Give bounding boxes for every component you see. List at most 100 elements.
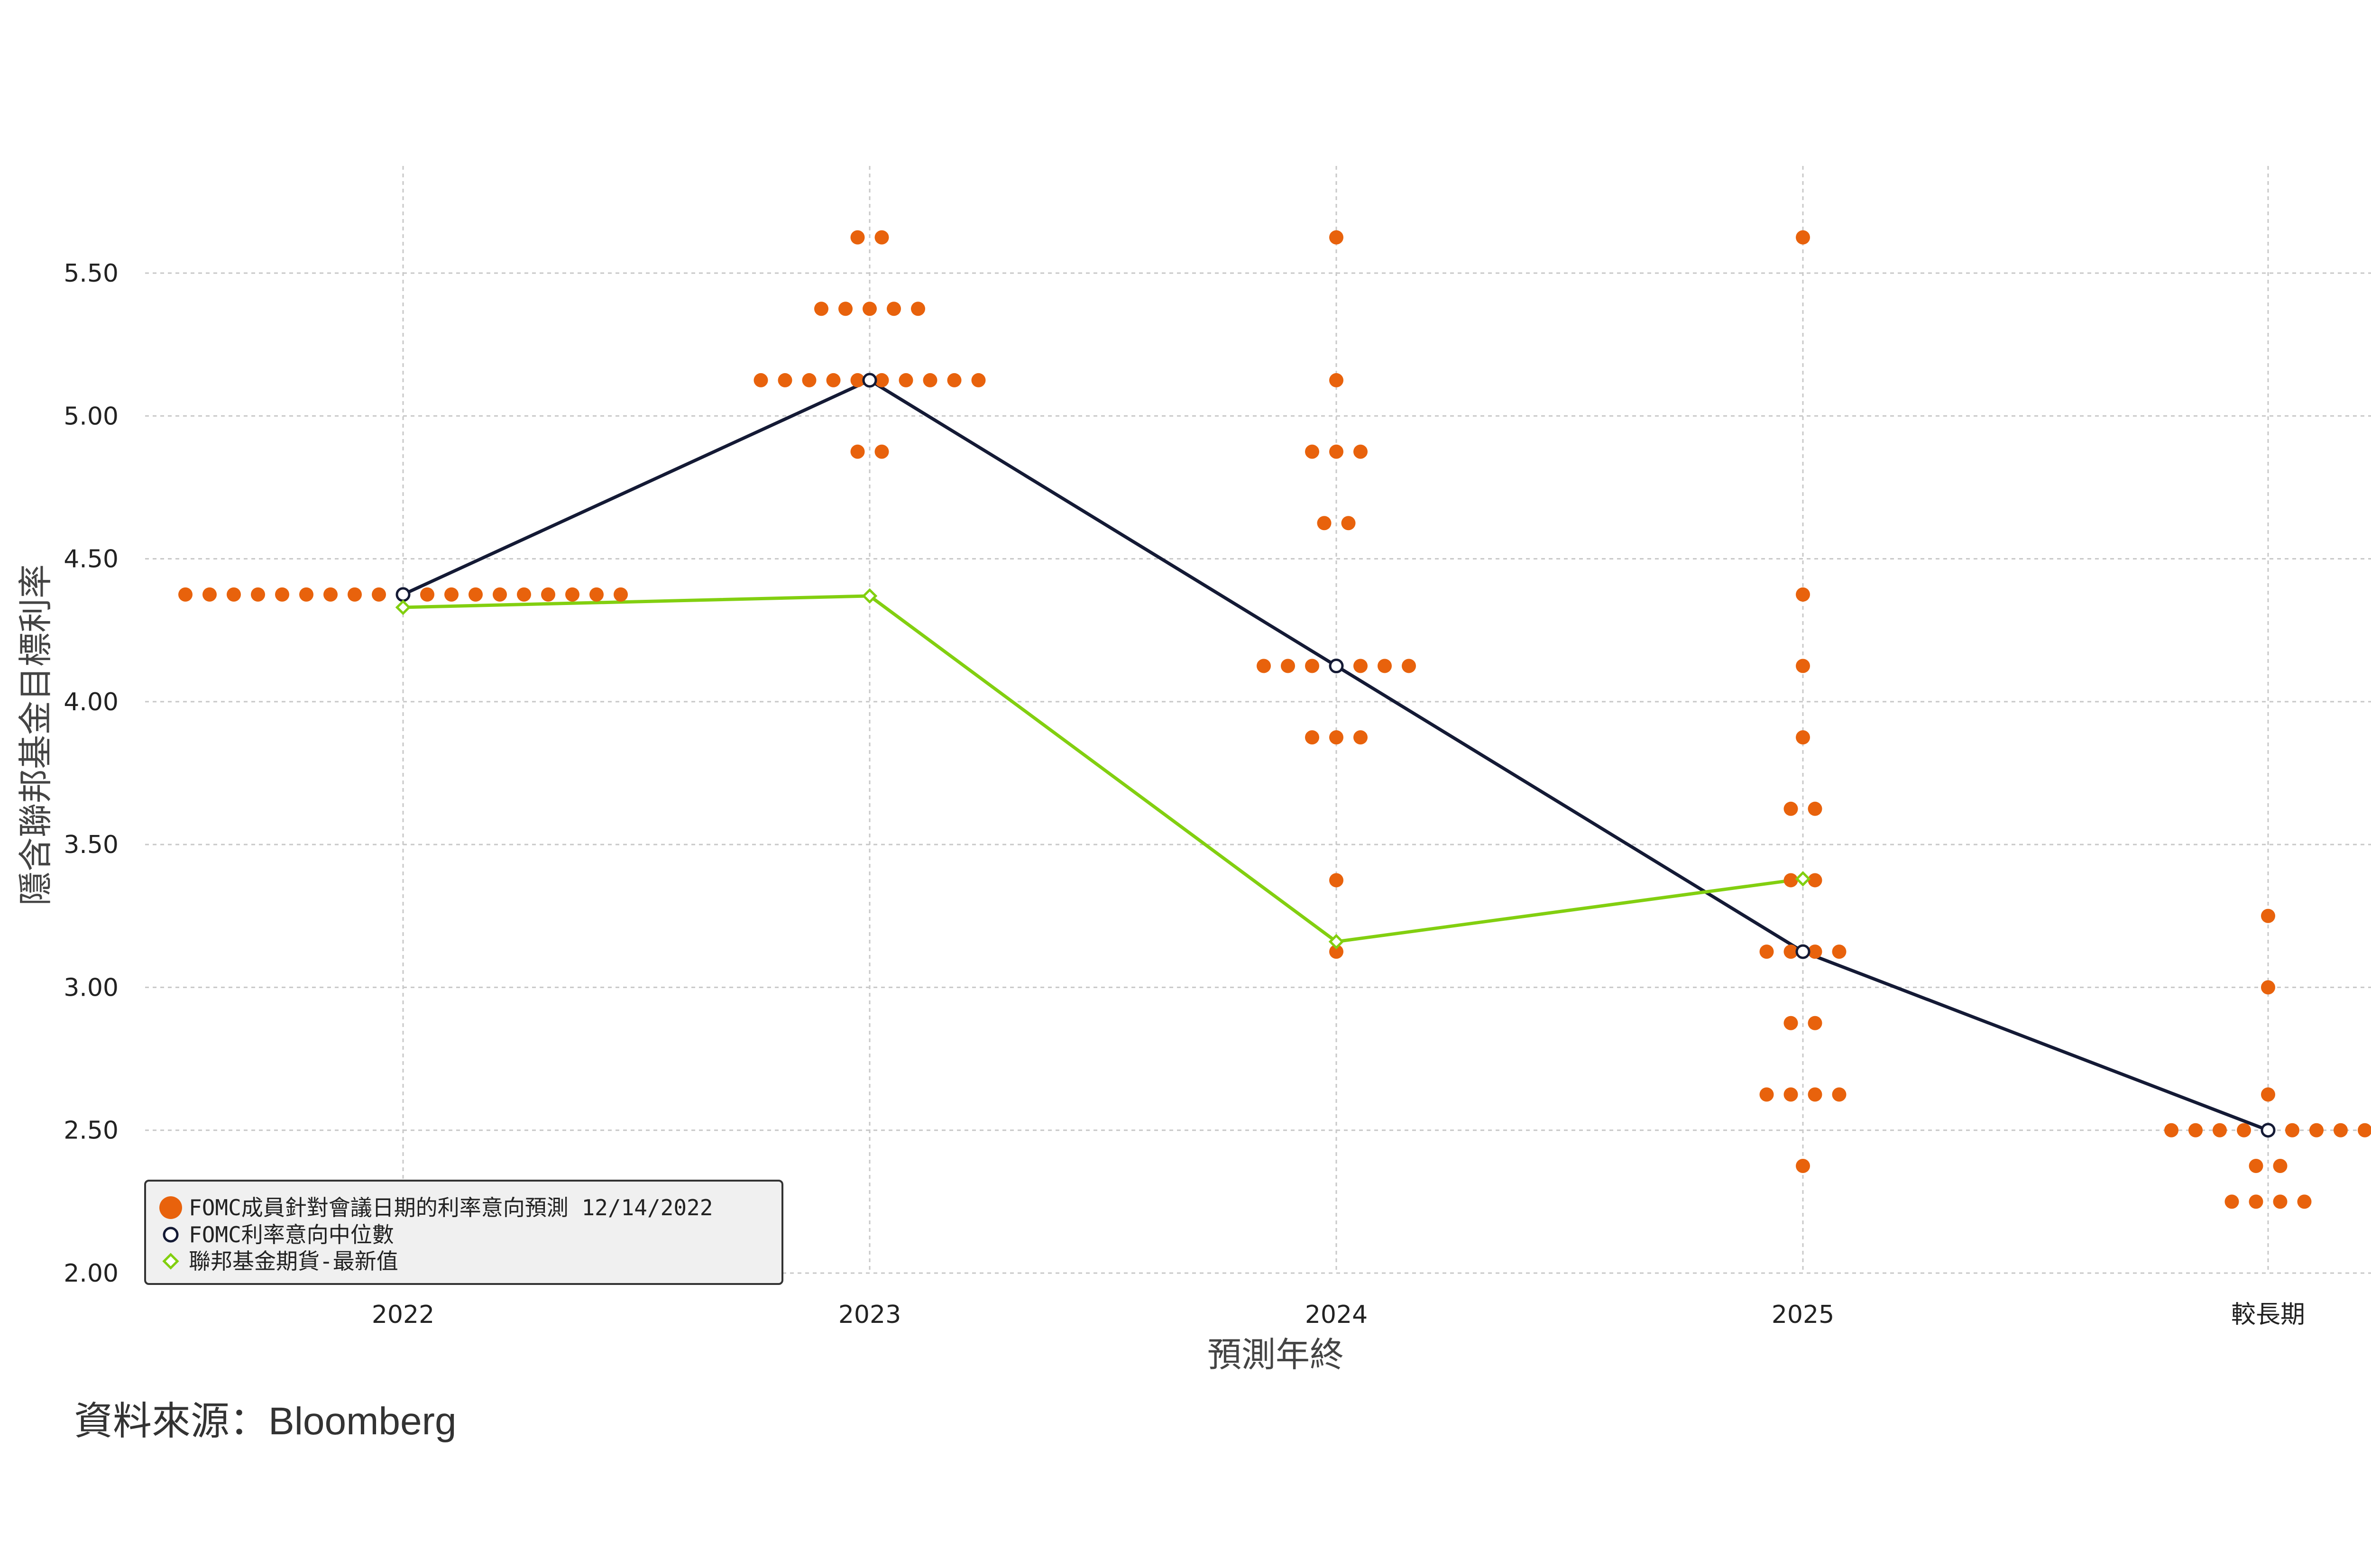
x-tick-label: 2023 (838, 1301, 901, 1329)
y-tick-label: 3.50 (64, 831, 119, 859)
fomc-dot (1832, 1087, 1847, 1102)
fomc-dot (874, 373, 889, 387)
fomc-dot (2261, 908, 2275, 923)
fomc-dot (1796, 587, 1810, 602)
x-tick-label: 2025 (1772, 1301, 1834, 1329)
fomc-dot (1808, 1016, 1822, 1030)
fomc-dot (517, 587, 531, 602)
fomc-dot (2334, 1123, 2348, 1137)
futures-marker (1328, 934, 1344, 950)
fomc-dot (469, 587, 483, 602)
fomc-dot (1783, 1016, 1798, 1030)
fomc-dot (971, 373, 986, 387)
futures-marker (862, 588, 878, 604)
fomc-dot (1341, 516, 1356, 531)
fomc-dot (2249, 1159, 2263, 1174)
fomc-dot (802, 373, 817, 387)
fomc-dot (1832, 944, 1847, 959)
fomc-dot (275, 587, 289, 602)
fomc-dot (1378, 659, 1392, 673)
fomc-dot (323, 587, 338, 602)
fomc-dot (1796, 1159, 1810, 1174)
fomc-dot (874, 230, 889, 245)
fomc-dot (1796, 659, 1810, 673)
fomc-dot (2297, 1194, 2312, 1209)
fomc-dot (1783, 873, 1798, 888)
fomc-dot (202, 587, 217, 602)
y-tick-label: 5.00 (64, 402, 119, 431)
fomc-dot (1305, 444, 1319, 459)
fomc-dot (2164, 1123, 2178, 1137)
fomc-dot (2358, 1123, 2371, 1137)
y-tick-label: 5.50 (64, 259, 119, 288)
fomc-dot (947, 373, 962, 387)
y-tick-label: 4.50 (64, 545, 119, 574)
fomc-dot (2237, 1123, 2251, 1137)
fomc-dot (899, 373, 913, 387)
fomc-dot (850, 444, 865, 459)
grid (145, 166, 2371, 1274)
fomc-dot (1329, 230, 1343, 245)
series-markers (395, 373, 2276, 1138)
y-axis-title: 隱含聯邦基金目標利率 (16, 564, 55, 906)
fomc-dot (1353, 659, 1368, 673)
fomc-dot (299, 587, 313, 602)
fomc-dot (614, 587, 628, 602)
fomc-dot (2249, 1194, 2263, 1209)
fomc-dot (1796, 230, 1810, 245)
futures-line (403, 594, 1803, 944)
fomc-dot (850, 230, 865, 245)
y-tick-label: 3.00 (64, 973, 119, 1002)
source-note: 資料來源：Bloomberg (74, 1400, 457, 1443)
fomc-dot (1759, 1087, 1774, 1102)
fomc-dot (2213, 1123, 2227, 1137)
dots-layer (178, 230, 2371, 1209)
fomc-dot (1281, 659, 1295, 673)
median-marker (862, 373, 877, 388)
legend-marker-median (163, 1227, 179, 1243)
legend-marker-futures (162, 1253, 179, 1270)
fomc-dot (923, 373, 937, 387)
fomc-dot (2309, 1123, 2324, 1137)
fomc-dot (1808, 944, 1822, 959)
legend-box (144, 1180, 783, 1285)
fomc-dot (1329, 730, 1343, 745)
legend: FOMC成員針對會議日期的利率意向預測 12/14/2022 FOMC利率意向中… (144, 1180, 783, 1285)
x-axis-ticks: 2022 2023 2024 2025 較長期 (372, 1301, 2305, 1329)
fomc-dot (1329, 444, 1343, 459)
median-marker (1795, 944, 1810, 959)
fomc-dot (1305, 730, 1319, 745)
fomc-dot (1808, 873, 1822, 888)
fomc-dot (778, 373, 792, 387)
fomc-dot (1783, 1087, 1798, 1102)
fomc-dot (1402, 659, 1416, 673)
fomc-dot (1329, 373, 1343, 387)
x-axis-title: 預測年終 (1207, 1335, 1344, 1375)
fomc-dot (1796, 730, 1810, 745)
fomc-dot (1783, 801, 1798, 816)
fomc-dot (2285, 1123, 2299, 1137)
x-tick-label: 較長期 (2231, 1301, 2305, 1329)
legend-label-dots: FOMC成員針對會議日期的利率意向預測 12/14/2022 (189, 1195, 713, 1220)
fomc-dot (1353, 444, 1368, 459)
legend-marker-dots (159, 1196, 182, 1219)
legend-label-futures: 聯邦基金期貨-最新值 (189, 1248, 398, 1274)
fomc-dot (444, 587, 459, 602)
fomc-dot (1317, 516, 1332, 531)
fomc-dot (251, 587, 265, 602)
median-marker (395, 587, 411, 602)
fomc-dot (911, 302, 925, 316)
fomc-dot (1808, 801, 1822, 816)
fomc-dot (178, 587, 193, 602)
fomc-dot (754, 373, 768, 387)
fomc-dot (2273, 1194, 2288, 1209)
fomc-dot (565, 587, 579, 602)
fomc-dot (1329, 944, 1343, 959)
legend-label-median: FOMC利率意向中位數 (189, 1222, 394, 1247)
y-tick-label: 4.00 (64, 688, 119, 716)
fomc-dot (2188, 1123, 2203, 1137)
median-marker (2261, 1123, 2276, 1138)
fomc-dot (850, 373, 865, 387)
fomc-dot (2273, 1159, 2288, 1174)
fomc-dot (887, 302, 901, 316)
